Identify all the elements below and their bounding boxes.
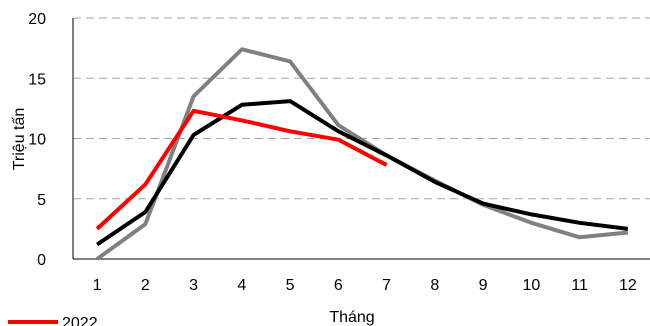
grid-lines: [73, 17, 650, 200]
y-tick-label: 10: [28, 132, 46, 149]
x-tick-label: 7: [382, 277, 391, 294]
y-axis-title: Triệu tấn: [11, 108, 28, 171]
x-tick-label: 8: [430, 277, 439, 294]
y-tick-label: 0: [37, 252, 46, 269]
y-tick-label: 15: [28, 71, 46, 88]
series-line-unlabeled-2: [95, 47, 629, 261]
x-tick-label: 9: [479, 277, 488, 294]
x-tick-label: 12: [619, 277, 637, 294]
x-tick-label: 11: [571, 277, 588, 294]
series-line-unlabeled-1: [95, 99, 629, 247]
y-tick-label: 20: [28, 11, 46, 28]
series-lines: [95, 47, 629, 261]
x-tick-label: 3: [189, 277, 198, 294]
x-tick-label: 6: [334, 277, 343, 294]
x-axis-title: Tháng: [329, 309, 374, 326]
y-tick-label: 5: [37, 192, 46, 209]
x-tick-label: 4: [237, 277, 246, 294]
x-tick-labels: 1 2 3 4 5 6 7 8 9 10 11 12: [93, 277, 637, 294]
x-tick-label: 5: [286, 277, 295, 294]
legend: 2022: [8, 315, 98, 326]
x-tick-label: 2: [141, 277, 150, 294]
legend-label: 2022: [62, 315, 98, 326]
series-line-2022: [95, 108, 388, 231]
axes: [72, 18, 650, 260]
x-tick-label: 1: [93, 277, 102, 294]
x-tick-label: 10: [522, 277, 540, 294]
y-tick-labels: 0 5 10 15 20: [28, 11, 46, 269]
